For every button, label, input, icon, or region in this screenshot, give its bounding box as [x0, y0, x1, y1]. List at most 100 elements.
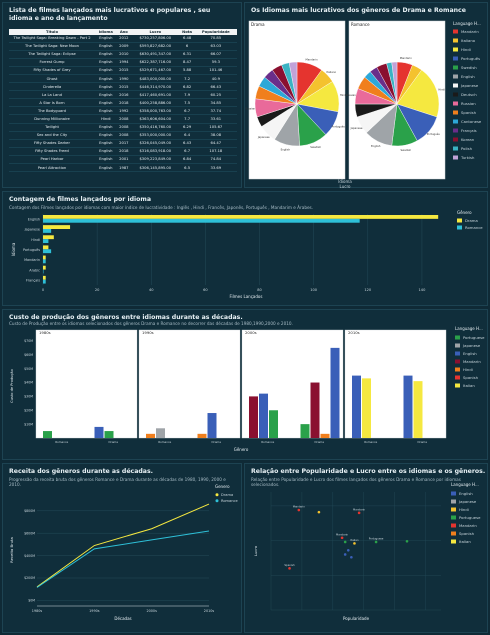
table-row: La La Land English 2016 $417,460,691.00 7.9 6… [9, 90, 237, 100]
line-x-tick: 1990s [89, 609, 100, 613]
cost-title: Custo de produção dos gêneros entre idio… [9, 314, 243, 321]
table-cell: 8.47 [179, 58, 195, 67]
pie-legend-item: Russian [461, 101, 476, 106]
table-panel: Lista de filmes lançados mais lucrativos… [2, 2, 242, 188]
cost-bar [259, 393, 268, 438]
cost-facet-bg [241, 329, 344, 439]
line-legend-title: Genero [215, 484, 230, 489]
pie-legend-swatch [453, 110, 458, 115]
table-cell: 2009 [116, 42, 132, 51]
cost-x-tick: Romance [55, 440, 68, 444]
scatter-point-label: Spanish [284, 563, 295, 567]
count-y-tick: Mandarin [24, 258, 40, 262]
column-header[interactable]: Título [9, 29, 95, 35]
table-cell: 6.43 [179, 139, 195, 148]
table-cell: The Twilight Saga: Breaking Dawn - Part … [9, 34, 95, 43]
scatter-point [346, 549, 350, 552]
pie-legend-title: Language H... [453, 21, 481, 26]
table-row: Twilight English 2008 $350,416,760.00 6.29 10… [9, 123, 237, 132]
count-bar [43, 225, 71, 229]
pie-legend-swatch [453, 56, 458, 61]
table-cell: 63.03 [194, 42, 237, 51]
table-cell: 1990 [116, 74, 132, 84]
table-cell: English [95, 131, 117, 140]
scatter-point [343, 553, 347, 556]
table-cell: English [95, 82, 117, 92]
scatter-legend-item: Italian [459, 539, 471, 544]
table-cell: 2015 [116, 82, 132, 92]
line-y-tick: $800M [24, 509, 35, 513]
count-x-tick: 140 [419, 288, 427, 292]
cost-facet-label: 2010s [348, 330, 360, 335]
pie-slice-label: Hindi [340, 93, 347, 97]
count-ylabel: Idioma [11, 242, 16, 256]
count-bar [43, 228, 52, 233]
scatter-legend-swatch [451, 507, 456, 512]
line-legend-swatch [215, 493, 219, 497]
pie-legend-item: Swedish [461, 65, 477, 70]
table-cell: $309,223,849.00 [131, 155, 180, 165]
table-row: A Star Is Born English 2018 $400,258,886.00… [9, 98, 237, 108]
scatter-point-label: Mandarin [293, 505, 305, 509]
count-bar [43, 235, 54, 240]
column-header[interactable]: Idioma [95, 29, 117, 35]
count-bar [43, 279, 46, 284]
scatter-legend-item: Japanese [458, 499, 477, 504]
column-header[interactable]: Ano [116, 29, 132, 35]
table-cell: Dunning Millionaire [9, 114, 95, 124]
pie-xlabel-bottom: Lucro [340, 184, 351, 189]
cost-bar [104, 431, 114, 438]
scatter-title: Relação entre Popularidade e Lucro entre… [251, 468, 486, 475]
cost-x-tick: Drama [109, 440, 119, 444]
line-xlabel: Décadas [114, 616, 131, 621]
table-cell: 2016 [116, 90, 132, 100]
scatter-legend-item: Mandarin [459, 523, 477, 528]
cost-legend-item: Japanese [462, 343, 481, 348]
cost-legend-swatch [455, 383, 460, 388]
count-title: Contagem de filmes lançados por idioma [9, 196, 152, 203]
cost-y-tick: $10M [24, 422, 33, 426]
table-cell: English [95, 58, 117, 67]
table-cell: 5.88 [179, 66, 195, 75]
count-y-tick: Hindi [31, 238, 40, 242]
pie-legend-swatch [453, 47, 458, 52]
table-cell: $326,045,049.00 [131, 139, 180, 148]
table-row: Fifty Shades Freed English 2018 $316,083,91… [9, 147, 237, 156]
pie-slice-label: Hindi [438, 87, 445, 91]
table-cell: 2001 [116, 155, 132, 165]
cost-bar [362, 378, 371, 438]
pie-legend-swatch [453, 38, 458, 43]
scatter-legend-swatch [451, 499, 456, 504]
table-cell: $593,827,682.00 [131, 42, 180, 51]
table-row: Fifty Shades of Grey English 2015 $529,671,… [9, 66, 237, 75]
cost-bar [43, 431, 52, 438]
table-cell: 2012 [116, 34, 132, 43]
table-cell: English [95, 74, 117, 84]
table-row: Cinderella English 2015 $446,314,970.00 6.82… [9, 82, 237, 92]
scatter-point-label: Portuguese [369, 536, 384, 540]
scatter-xlabel: Popularidade [343, 616, 370, 621]
pie-slice-label: Japanese [257, 135, 270, 139]
pie-slice-label: Português [427, 132, 441, 136]
column-header[interactable]: Popularidade [194, 29, 237, 35]
pie-legend-swatch [453, 83, 458, 88]
pie-slice [396, 69, 440, 118]
column-header[interactable]: Nota [179, 29, 195, 35]
scatter-legend-title: Language H... [451, 482, 479, 487]
column-header[interactable]: Lucro [131, 29, 180, 35]
scatter-legend-item: Portuguese [459, 515, 481, 520]
line-title: Receita dos gêneros durante as décadas. [9, 468, 154, 475]
scatter-point [297, 508, 301, 512]
pie-legend-item: Français [461, 128, 477, 133]
scatter-legend-item: English [459, 491, 473, 496]
count-legend-swatch [457, 225, 462, 230]
table-cell: 6.7 [179, 147, 195, 156]
cost-bar [320, 433, 330, 438]
pie-slice-label: Japanese [350, 126, 363, 130]
line-ylabel: Receita Bruta [9, 537, 14, 563]
pie-slice-label: Russian [245, 106, 255, 110]
cost-x-tick: Drama [315, 440, 325, 444]
count-bar [43, 255, 46, 260]
table-cell: 2008 [116, 114, 132, 124]
table-cell: 1987 [116, 163, 132, 173]
